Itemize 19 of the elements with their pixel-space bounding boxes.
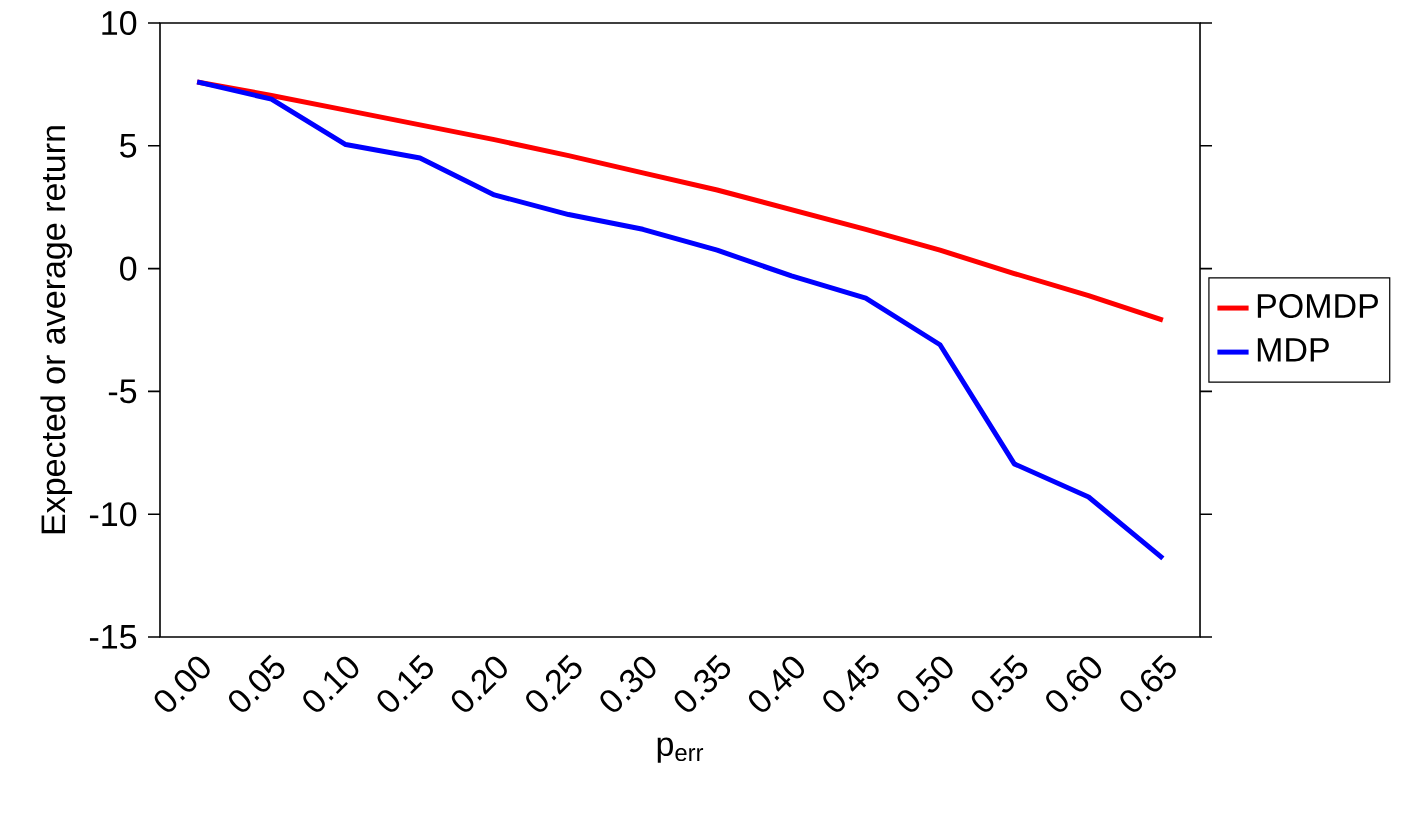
y-tick-label: 5	[120, 133, 137, 158]
x-tick-label: 0.50	[897, 656, 953, 712]
y-axis-title: Expected or average return	[40, 126, 73, 534]
y-tick-label: 10	[102, 10, 137, 36]
line-series	[194, 79, 1166, 561]
x-tick-label: 0.40	[748, 656, 805, 712]
x-tick-label: 0.45	[823, 654, 879, 712]
y-tick-label: 0	[120, 256, 137, 281]
x-tick-label: 0.30	[600, 656, 656, 712]
x-tick-label: 0.60	[1046, 656, 1102, 712]
legend-label: MDP	[1257, 338, 1329, 362]
legend-label: POMDP	[1257, 293, 1378, 319]
x-tick-label: 0.00	[154, 656, 210, 712]
x-tick-label: 0.10	[303, 656, 359, 712]
x-axis-title: p$_{err}$	[657, 737, 704, 763]
x-tick-label: 0.20	[451, 656, 507, 712]
y-tick-label: -5	[108, 379, 137, 404]
y-tick-label: -15	[89, 625, 137, 649]
y-tick-label: -10	[89, 502, 137, 527]
